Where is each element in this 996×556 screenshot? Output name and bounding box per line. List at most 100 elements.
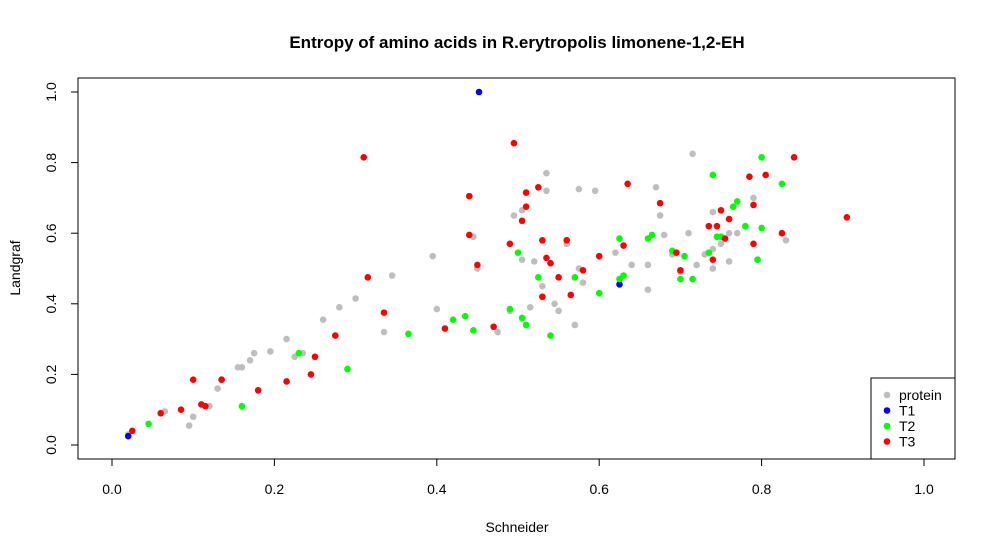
data-point — [563, 236, 571, 244]
data-point — [506, 305, 514, 313]
data-point — [238, 364, 246, 371]
data-point — [648, 231, 656, 239]
data-point — [620, 242, 627, 249]
data-point — [733, 229, 741, 237]
x-tick-label: 0.8 — [752, 481, 772, 497]
data-point — [709, 171, 717, 179]
data-point — [677, 266, 684, 274]
data-points — [124, 88, 851, 440]
data-point — [652, 184, 660, 191]
data-point — [551, 300, 558, 308]
data-point — [713, 222, 721, 230]
data-point — [673, 249, 680, 256]
legend-label: protein — [899, 387, 942, 403]
data-point — [246, 356, 254, 364]
data-point — [539, 282, 546, 290]
data-point — [506, 240, 514, 248]
legend-box — [870, 377, 956, 460]
data-point — [782, 236, 790, 244]
data-point — [145, 420, 152, 428]
data-point — [644, 261, 652, 269]
data-point — [750, 240, 757, 248]
data-point — [539, 236, 546, 244]
chart-title: Entropy of amino acids in R.erytropolis … — [289, 33, 744, 52]
data-point — [628, 261, 635, 269]
data-point — [218, 376, 225, 383]
data-point — [742, 222, 749, 230]
data-point — [332, 332, 339, 339]
data-point — [250, 349, 258, 357]
data-point — [283, 378, 290, 385]
x-tick-label: 1.0 — [914, 481, 934, 497]
data-point — [535, 184, 542, 191]
data-point — [717, 206, 725, 214]
series-t2 — [145, 154, 786, 428]
data-point — [567, 291, 575, 299]
data-point — [283, 335, 290, 343]
data-point — [547, 332, 554, 339]
legend-marker — [883, 422, 891, 430]
data-point — [510, 212, 518, 219]
y-tick-label: 0.4 — [43, 294, 59, 314]
data-point — [721, 235, 729, 242]
data-point — [352, 295, 359, 302]
data-point — [571, 274, 579, 281]
data-point — [624, 180, 631, 188]
data-point — [595, 289, 603, 297]
data-point — [644, 286, 652, 293]
legend-marker — [883, 391, 891, 399]
data-point — [725, 229, 733, 237]
data-point — [518, 217, 526, 225]
data-point — [380, 309, 388, 316]
data-point — [405, 330, 412, 338]
data-point — [433, 305, 441, 313]
data-point — [709, 208, 717, 216]
data-point — [754, 256, 761, 263]
series-t1 — [124, 88, 623, 440]
data-point — [388, 272, 396, 279]
data-point — [705, 222, 713, 230]
y-tick-label: 0.8 — [43, 153, 59, 173]
data-point — [778, 180, 786, 188]
data-point — [214, 385, 221, 392]
data-point — [620, 272, 627, 279]
data-point — [758, 224, 765, 232]
data-point — [547, 259, 554, 267]
data-point — [319, 316, 327, 323]
data-point — [543, 187, 550, 195]
data-point — [522, 203, 530, 211]
data-point — [555, 274, 562, 281]
data-point — [177, 406, 185, 414]
data-point — [470, 326, 477, 334]
y-axis-label: Landgraf — [7, 240, 23, 295]
y-axis: 0.0 0.2 0.4 0.6 0.8 1.0 — [43, 82, 79, 455]
data-point — [579, 266, 587, 274]
data-point — [616, 235, 623, 242]
data-point — [336, 304, 343, 311]
data-point — [429, 252, 437, 260]
legend-label: T2 — [899, 418, 916, 434]
data-point — [307, 371, 315, 378]
x-tick-label: 0.2 — [265, 481, 285, 497]
data-point — [689, 150, 696, 158]
data-point — [461, 312, 469, 320]
x-tick-label: 0.6 — [589, 481, 609, 497]
data-point — [595, 252, 603, 260]
data-point — [693, 261, 700, 269]
data-point — [555, 307, 562, 315]
y-tick-label: 0.0 — [43, 435, 59, 455]
data-point — [746, 173, 753, 181]
data-point — [758, 154, 765, 161]
data-point — [364, 274, 372, 281]
data-point — [490, 323, 497, 331]
y-tick-label: 1.0 — [43, 82, 59, 102]
data-point — [725, 258, 733, 265]
data-point — [518, 314, 526, 322]
data-point — [360, 154, 368, 161]
data-point — [543, 169, 550, 177]
data-point — [510, 139, 518, 147]
data-point — [189, 413, 197, 421]
data-point — [750, 194, 757, 202]
data-point — [612, 249, 619, 256]
